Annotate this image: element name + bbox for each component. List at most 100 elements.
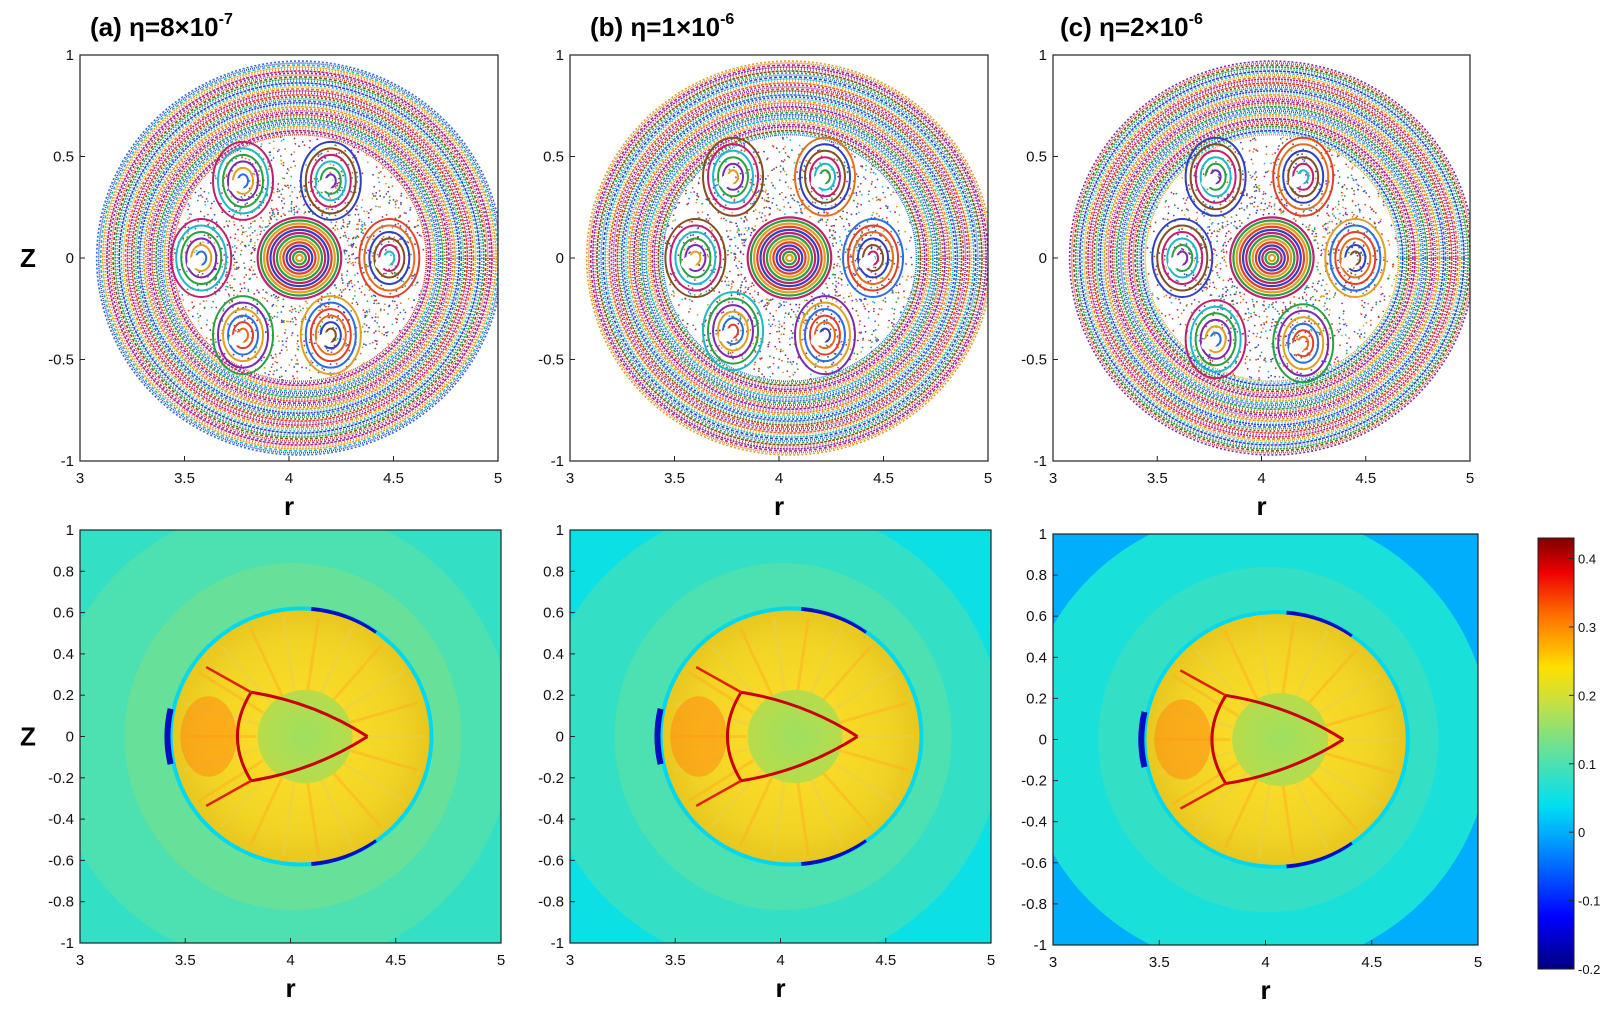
poincare-point [248, 180, 251, 182]
poincare-point [848, 222, 850, 225]
poincare-point [275, 207, 278, 210]
poincare-point [1275, 347, 1278, 349]
poincare-point [348, 220, 351, 223]
poincare-point [346, 225, 349, 228]
poincare-point [286, 168, 289, 170]
poincare-point [788, 375, 791, 378]
poincare-point [1347, 278, 1350, 281]
poincare-point [803, 207, 806, 210]
poincare-point [1187, 209, 1189, 212]
poincare-point [1217, 196, 1220, 199]
poincare-point [1371, 208, 1374, 210]
poincare-point [1324, 152, 1327, 155]
poincare-point [1227, 240, 1230, 243]
poincare-point [296, 370, 299, 373]
disc-striation [819, 768, 873, 828]
poincare-point [772, 362, 775, 365]
poincare-point [338, 177, 340, 180]
poincare-point [1262, 327, 1264, 330]
poincare-point [792, 373, 795, 376]
poincare-point [1244, 362, 1247, 365]
poincare-point [187, 226, 190, 229]
poincare-point [173, 248, 176, 251]
disc-striation [1313, 673, 1381, 718]
poincare-point [893, 318, 895, 321]
poincare-point [1176, 308, 1179, 311]
poincare-point [1263, 323, 1266, 326]
poincare-point [276, 297, 279, 300]
poincare-point [838, 236, 841, 238]
panel-title-b-exp: -6 [720, 11, 734, 28]
poincare-point [1286, 362, 1289, 365]
poincare-point [1212, 314, 1214, 317]
poincare-point [375, 302, 378, 305]
poincare-point [1328, 333, 1331, 336]
poincare-point [1296, 335, 1299, 338]
poincare-point [768, 341, 771, 344]
poincare-point [1185, 199, 1188, 201]
poincare-point [782, 160, 785, 163]
poincare-point [1347, 229, 1350, 231]
poincare-point [1284, 308, 1287, 310]
poincare-point [352, 161, 355, 164]
poincare-point [1198, 300, 1200, 303]
core-background [1228, 215, 1316, 301]
poincare-point [1382, 200, 1385, 203]
poincare-point [330, 221, 333, 224]
poincare-point [778, 379, 781, 382]
poincare-point [1249, 174, 1252, 177]
current-sheet [250, 735, 369, 783]
poincare-point [191, 315, 194, 318]
poincare-point [1364, 203, 1367, 206]
poincare-point [876, 178, 879, 181]
poincare-point [758, 211, 761, 214]
island-ring [1189, 143, 1242, 211]
poincare-point [237, 307, 239, 310]
poincare-point [1352, 267, 1355, 269]
poincare-point [342, 225, 345, 228]
disc-striation [1304, 648, 1358, 708]
poincare-point [1275, 331, 1278, 334]
poincare-point [329, 363, 332, 366]
poincare-point [871, 197, 874, 200]
poincare-point [818, 148, 821, 151]
poincare-point [280, 162, 283, 165]
poincare-point [1158, 309, 1161, 312]
poincare-point [877, 198, 880, 201]
poincare-point [356, 205, 358, 207]
poincare-point [807, 205, 810, 208]
poincare-point [400, 279, 403, 282]
poincare-point [1295, 354, 1298, 357]
poincare-point [754, 225, 757, 227]
poincare-point [754, 361, 756, 364]
poincare-point [1270, 374, 1272, 377]
poincare-point [291, 308, 294, 311]
poincare-point [775, 204, 778, 207]
poincare-point [1370, 309, 1373, 312]
poincare-point [272, 140, 275, 143]
poincare-point [820, 304, 823, 307]
poincare-point [825, 344, 828, 347]
poincare-point [1149, 251, 1152, 254]
poincare-point [1363, 236, 1366, 239]
poincare-point [760, 183, 762, 186]
poincare-point [309, 203, 312, 206]
poincare-point [1258, 366, 1261, 369]
poincare-point [416, 231, 419, 234]
poincare-point [1323, 223, 1326, 226]
poincare-ring [1093, 84, 1451, 432]
poincare-point [830, 313, 833, 315]
poincare-point [671, 227, 674, 230]
poincare-point [861, 166, 864, 169]
y-tick-label: 0.2 [53, 687, 74, 704]
poincare-point [1211, 269, 1214, 272]
poincare-point [1372, 210, 1375, 213]
poincare-point [729, 344, 732, 347]
disc-striation [248, 627, 284, 698]
y-tick-label: 0.6 [53, 605, 74, 622]
poincare-point [282, 298, 285, 301]
poincare-point [216, 235, 219, 238]
poincare-point [1361, 304, 1364, 307]
poincare-point [396, 178, 399, 181]
poincare-point [247, 357, 250, 360]
